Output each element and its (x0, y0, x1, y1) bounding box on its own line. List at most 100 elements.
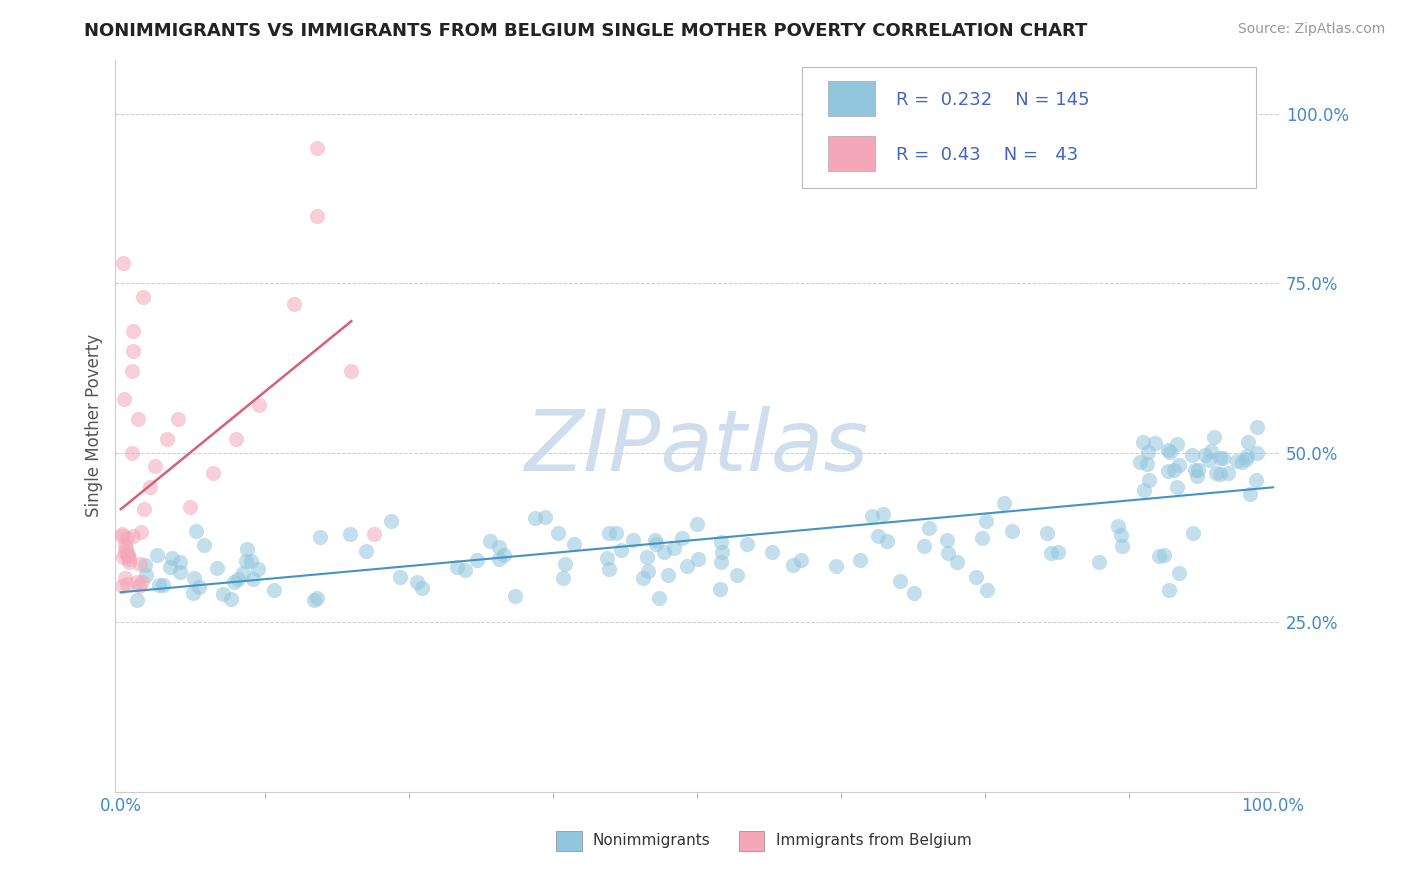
Point (388, 570, 411, 584)
Point (363, 527, 385, 541)
Point (1181, 525, 1204, 540)
Point (688, 552, 710, 566)
Point (503, 589, 526, 603)
Point (647, 591, 669, 605)
FancyBboxPatch shape (801, 67, 1256, 187)
Text: R =  0.43    N =   43: R = 0.43 N = 43 (896, 146, 1078, 164)
Point (1107, 519, 1129, 533)
Point (222, 575, 245, 590)
Text: ZIPatlas: ZIPatlas (524, 406, 869, 489)
Point (1181, 448, 1204, 462)
Point (1111, 539, 1133, 553)
Point (782, 558, 804, 572)
Point (645, 537, 668, 551)
Point (523, 510, 546, 524)
Point (849, 553, 872, 567)
Point (1205, 467, 1227, 481)
Point (1212, 451, 1234, 466)
Point (1147, 549, 1170, 563)
Point (725, 568, 748, 582)
Point (1237, 435, 1260, 450)
Point (710, 556, 733, 570)
Point (411, 581, 433, 595)
Point (554, 558, 576, 572)
Point (970, 531, 993, 545)
FancyBboxPatch shape (828, 136, 875, 171)
Point (118, 554, 141, 568)
Point (111, 579, 134, 593)
Point (488, 551, 510, 566)
Point (1194, 448, 1216, 462)
Point (1136, 457, 1159, 471)
Point (1159, 445, 1181, 459)
Point (1159, 582, 1181, 597)
Text: R =  0.232    N = 145: R = 0.232 N = 145 (896, 91, 1090, 109)
Point (225, 432, 247, 446)
Point (1236, 449, 1258, 463)
Point (118, 551, 141, 566)
Point (121, 446, 143, 460)
Point (202, 466, 225, 480)
Point (305, 591, 328, 605)
Point (309, 530, 332, 544)
Point (912, 539, 935, 553)
Point (976, 582, 998, 597)
Point (1246, 446, 1268, 460)
Point (974, 514, 997, 528)
Point (115, 531, 138, 545)
Point (876, 534, 898, 549)
Point (1109, 528, 1132, 542)
Point (1202, 430, 1225, 444)
Point (232, 566, 254, 580)
Point (1163, 463, 1185, 477)
Point (134, 567, 156, 582)
Point (652, 544, 675, 558)
Point (304, 593, 326, 607)
Point (1040, 546, 1063, 560)
FancyBboxPatch shape (828, 81, 875, 116)
Point (1216, 467, 1239, 481)
Point (122, 344, 145, 359)
Point (156, 432, 179, 446)
Point (1137, 474, 1160, 488)
Point (339, 527, 361, 541)
Point (1185, 468, 1208, 483)
Point (711, 545, 734, 559)
Point (662, 541, 685, 555)
Point (186, 524, 208, 539)
Point (131, 290, 153, 304)
Point (159, 560, 181, 574)
Text: NONIMMIGRANTS VS IMMIGRANTS FROM BELGIUM SINGLE MOTHER POVERTY CORRELATION CHART: NONIMMIGRANTS VS IMMIGRANTS FROM BELGIUM… (84, 22, 1088, 40)
Point (1133, 483, 1156, 498)
Point (169, 565, 191, 579)
Point (1199, 443, 1222, 458)
Point (1166, 480, 1188, 494)
Point (636, 549, 658, 564)
Point (122, 529, 145, 543)
Point (868, 529, 890, 543)
Point (918, 521, 941, 535)
Point (117, 547, 139, 561)
Point (825, 558, 848, 573)
Point (127, 412, 149, 426)
Point (1187, 462, 1209, 476)
Point (671, 531, 693, 545)
Point (114, 545, 136, 559)
Point (246, 562, 269, 576)
Point (889, 574, 911, 589)
Point (1153, 548, 1175, 562)
Point (1157, 443, 1180, 458)
Point (305, 209, 328, 223)
Point (111, 527, 134, 541)
Point (183, 570, 205, 584)
Point (761, 545, 783, 559)
Point (112, 549, 135, 564)
Point (187, 580, 209, 594)
Point (146, 548, 169, 562)
Point (226, 572, 249, 586)
Point (790, 553, 813, 567)
Point (710, 535, 733, 549)
Point (212, 587, 235, 601)
Point (129, 557, 152, 571)
Point (860, 509, 883, 524)
